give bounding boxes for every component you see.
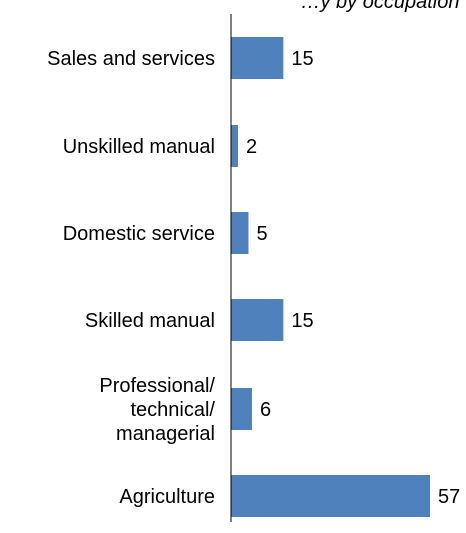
bar-5 bbox=[231, 475, 430, 517]
value-label-0: 15 bbox=[291, 48, 313, 70]
chart-title: …y by occupation bbox=[301, 0, 460, 13]
category-label-4: Professional/technical/managerial bbox=[99, 375, 215, 445]
value-label-2: 5 bbox=[256, 223, 267, 245]
category-label-line: Professional/ bbox=[99, 375, 215, 397]
bar-3 bbox=[231, 299, 284, 341]
value-label-5: 57 bbox=[438, 486, 460, 508]
value-label-4: 6 bbox=[260, 399, 271, 421]
bar-4 bbox=[231, 388, 252, 430]
category-label-5: Agriculture bbox=[119, 486, 215, 508]
category-label-line: managerial bbox=[116, 423, 215, 445]
bar-1 bbox=[231, 125, 238, 167]
category-label-line: Agriculture bbox=[119, 486, 215, 508]
category-label-0: Sales and services bbox=[47, 48, 215, 70]
category-label-3: Skilled manual bbox=[85, 310, 215, 332]
category-label-line: Sales and services bbox=[47, 48, 215, 70]
bar-2 bbox=[231, 212, 249, 254]
bar-0 bbox=[231, 37, 284, 79]
category-label-line: Unskilled manual bbox=[63, 136, 215, 158]
category-label-1: Unskilled manual bbox=[63, 136, 215, 158]
category-label-2: Domestic service bbox=[63, 223, 215, 245]
category-label-line: technical/ bbox=[131, 399, 216, 421]
category-label-line: Domestic service bbox=[63, 223, 215, 245]
value-label-3: 15 bbox=[291, 310, 313, 332]
value-label-1: 2 bbox=[246, 136, 257, 158]
category-label-line: Skilled manual bbox=[85, 310, 215, 332]
